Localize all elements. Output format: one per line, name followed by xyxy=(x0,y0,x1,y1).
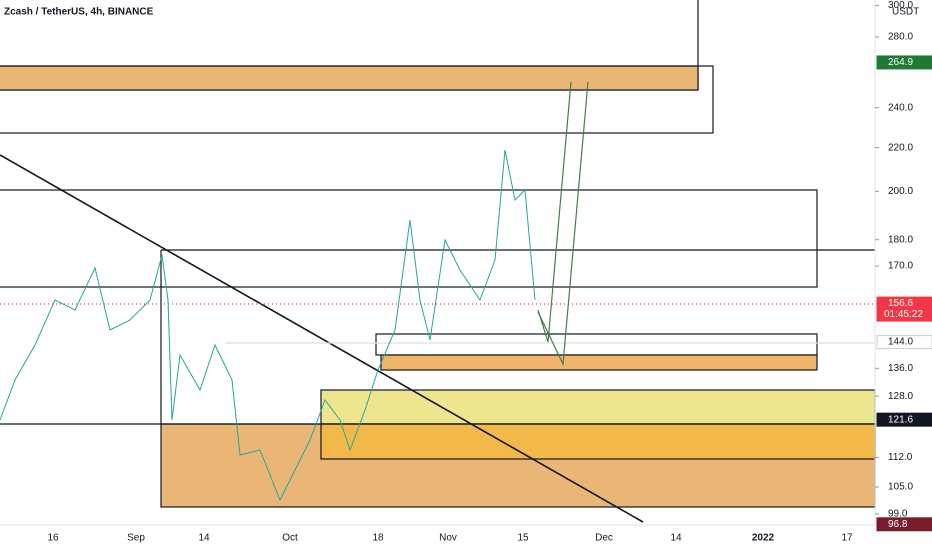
price-tag-label: 264.9 xyxy=(888,57,913,68)
price-label: 220.0 xyxy=(888,142,913,153)
arrow xyxy=(537,81,589,367)
axis-unit: USDT xyxy=(892,7,919,18)
price-label: 105.0 xyxy=(888,482,913,493)
price-label: 112.0 xyxy=(888,452,913,463)
arrow xyxy=(537,81,572,343)
time-label: Dec xyxy=(595,533,613,544)
zone xyxy=(380,354,818,371)
price-tag xyxy=(876,412,932,427)
time-label: 17 xyxy=(841,533,853,544)
time-label: 16 xyxy=(47,533,59,544)
price-label: 300.0 xyxy=(888,0,913,11)
price-label: 240.0 xyxy=(888,102,913,113)
price-tag-label: 144.0 xyxy=(888,337,913,348)
price-label: 128.0 xyxy=(888,391,913,402)
price-tag-label: 96.8 xyxy=(888,519,908,530)
trendline xyxy=(0,154,644,523)
time-label: 14 xyxy=(198,533,210,544)
time-label: Oct xyxy=(282,533,298,544)
chart-title: Zcash / TetherUS, 4h, BINANCE xyxy=(4,7,154,18)
time-label: 14 xyxy=(670,533,682,544)
price-tag-label: 121.6 xyxy=(888,414,913,425)
time-label: 2022 xyxy=(752,533,775,544)
zone xyxy=(0,189,818,288)
price-series xyxy=(0,149,536,502)
price-tag xyxy=(876,296,932,322)
zone xyxy=(0,65,714,134)
time-label: Sep xyxy=(127,533,145,544)
price-label: 136.0 xyxy=(888,363,913,374)
price-label: 200.0 xyxy=(888,186,913,197)
time-label: Nov xyxy=(439,533,457,544)
price-tag xyxy=(876,517,932,532)
price-tag-label: 156.6 xyxy=(888,298,913,309)
time-label: 18 xyxy=(372,533,384,544)
zone xyxy=(0,65,699,91)
zone xyxy=(375,333,818,356)
zone xyxy=(320,423,876,460)
price-label: 99.0 xyxy=(888,509,908,520)
price-label: 280.0 xyxy=(888,32,913,43)
time-label: 15 xyxy=(517,533,529,544)
countdown: 01:45:22 xyxy=(884,309,923,320)
price-label: 180.0 xyxy=(888,234,913,245)
price-tag xyxy=(876,55,932,70)
drawings xyxy=(0,0,876,523)
price-label: 170.0 xyxy=(888,261,913,272)
time-axis: 16 Sep 14 Oct 18 Nov 15 Dec 14 2022 17 xyxy=(47,533,853,544)
price-tag xyxy=(876,335,932,350)
zone xyxy=(320,389,876,425)
